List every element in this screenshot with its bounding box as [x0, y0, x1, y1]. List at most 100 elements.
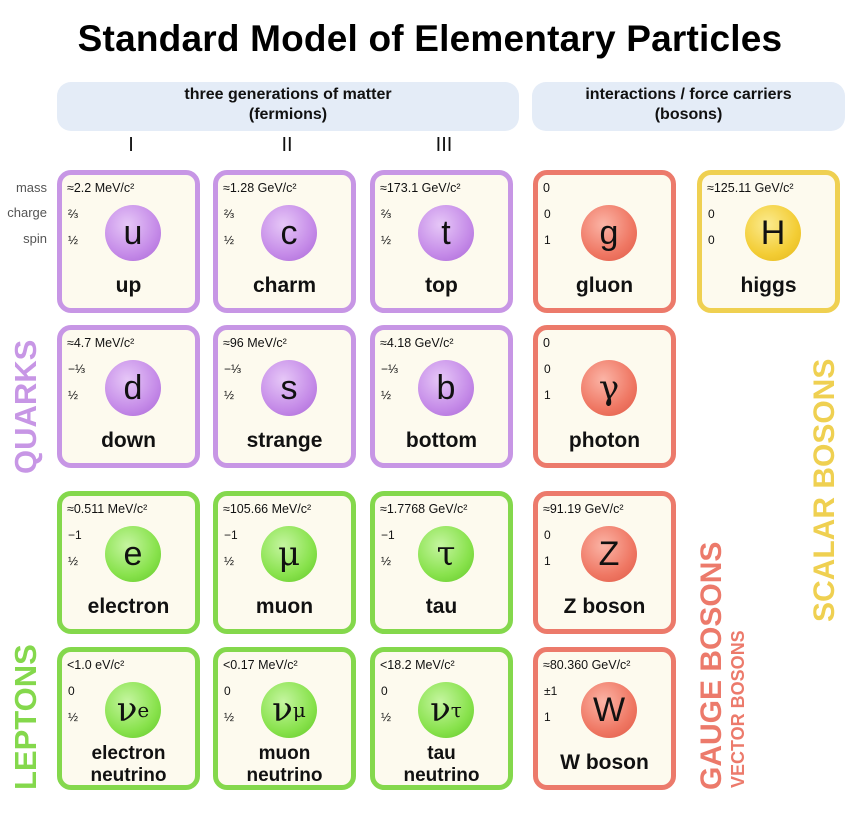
particle-card-strange: ≈96 MeV/c² −⅓ ½ s strange: [213, 325, 356, 468]
spin-value: 1: [544, 710, 551, 724]
particle-symbol: H: [745, 205, 801, 261]
particle-card-charm: ≈1.28 GeV/c² ⅔ ½ c charm: [213, 170, 356, 313]
particle-name-line1: muon: [258, 743, 311, 764]
charge-value: 0: [544, 528, 551, 542]
charge-value: 0: [68, 684, 75, 698]
particle-symbol: e: [105, 526, 161, 582]
particle-name: muon: [255, 595, 314, 618]
spin-value: ½: [224, 388, 235, 402]
mass-row-label: mass: [15, 180, 47, 195]
particle-name-line2: neutrino: [246, 765, 323, 786]
quarks-label: QUARKS: [8, 339, 43, 474]
mass-value: ≈1.7768 GeV/c²: [380, 502, 468, 516]
mass-value: ≈105.66 MeV/c²: [223, 502, 312, 516]
particle-name: charm: [252, 274, 317, 297]
mass-value: ≈4.7 MeV/c²: [67, 336, 135, 350]
particle-name: gluon: [575, 274, 634, 297]
particle-card-muon: ≈105.66 MeV/c² −1 ½ μ muon: [213, 491, 356, 634]
mass-value: ≈4.18 GeV/c²: [380, 336, 454, 350]
symbol-subscript: e: [137, 698, 150, 722]
charge-value: 0: [708, 207, 715, 221]
spin-value: ½: [381, 710, 392, 724]
particle-name-line1: tau: [427, 743, 456, 764]
generation-3-label: III: [435, 134, 453, 156]
particle-symbol: W: [581, 682, 637, 738]
particle-name: down: [101, 429, 156, 452]
particle-name: W boson: [560, 751, 649, 774]
mass-value: ≈1.28 GeV/c²: [223, 181, 297, 195]
particle-name-line1: electron: [91, 743, 166, 764]
charge-value: 0: [381, 684, 388, 698]
page-title: Standard Model of Elementary Particles: [77, 18, 783, 59]
particle-symbol: u: [105, 205, 161, 261]
charge-value: −⅓: [381, 362, 399, 376]
particle-card-w-boson: ≈80.360 GeV/c² ±1 1 W W boson: [533, 647, 676, 790]
particle-symbol: γ: [581, 360, 637, 416]
particle-card-photon: 0 0 1 γ photon: [533, 325, 676, 468]
charge-value: −⅓: [68, 362, 86, 376]
symbol-main: ν: [430, 690, 451, 730]
spin-row-label: spin: [23, 231, 47, 246]
charge-value: −1: [381, 528, 395, 542]
particle-card-gluon: 0 0 1 g gluon: [533, 170, 676, 313]
particle-name: top: [425, 274, 458, 297]
charge-value: ⅔: [224, 207, 235, 221]
charge-value: −1: [224, 528, 238, 542]
particle-card-electron: ≈0.511 MeV/c² −1 ½ e electron: [57, 491, 200, 634]
particle-symbol: b: [418, 360, 474, 416]
scalar-bosons-label: SCALAR BOSONS: [808, 358, 841, 622]
spin-value: ½: [68, 710, 79, 724]
particle-card-bottom: ≈4.18 GeV/c² −⅓ ½ b bottom: [370, 325, 513, 468]
mass-value: ≈80.360 GeV/c²: [543, 658, 631, 672]
spin-value: ½: [224, 710, 235, 724]
charge-value: 0: [224, 684, 231, 698]
charge-value: ⅔: [381, 207, 392, 221]
fermions-header: three generations of matter (fermions): [57, 82, 519, 131]
particle-name: electron: [87, 595, 170, 618]
bosons-header: interactions / force carriers (bosons): [532, 82, 845, 131]
fermions-header-line1: three generations of matter: [184, 86, 392, 103]
spin-value: 0: [708, 233, 715, 247]
spin-value: ½: [224, 554, 235, 568]
vector-bosons-label: VECTOR BOSONS: [728, 630, 748, 788]
mass-value: <0.17 MeV/c²: [223, 658, 298, 672]
spin-value: ½: [68, 233, 79, 247]
particle-symbol: s: [261, 360, 317, 416]
charge-row-label: charge: [7, 205, 47, 220]
mass-value: <18.2 MeV/c²: [380, 658, 455, 672]
charge-value: ⅔: [68, 207, 79, 221]
symbol-main: ν: [116, 690, 138, 730]
mass-value: ≈96 MeV/c²: [223, 336, 287, 350]
spin-value: ½: [68, 388, 79, 402]
particle-symbol: d: [105, 360, 161, 416]
mass-value: <1.0 eV/c²: [67, 658, 125, 672]
mass-value: 0: [543, 181, 550, 195]
particle-name: Z boson: [563, 595, 646, 618]
particle-name-line2: neutrino: [90, 765, 167, 786]
generation-1-label: I: [128, 134, 134, 156]
particle-symbol: g: [581, 205, 637, 261]
particle-card-tau: ≈1.7768 GeV/c² −1 ½ τ tau: [370, 491, 513, 634]
particle-name-line2: neutrino: [403, 765, 480, 786]
particle-card-down: ≈4.7 MeV/c² −⅓ ½ d down: [57, 325, 200, 468]
particle-card-z-boson: ≈91.19 GeV/c² 0 1 Z Z boson: [533, 491, 676, 634]
fermions-header-line2: (fermions): [248, 106, 328, 123]
spin-value: ½: [381, 388, 392, 402]
particle-card-up: ≈2.2 MeV/c² ⅔ ½ u up: [57, 170, 200, 313]
particle-name: up: [115, 274, 142, 297]
bosons-header-line1: interactions / force carriers: [585, 86, 792, 103]
charge-value: −1: [68, 528, 82, 542]
particle-name: higgs: [740, 274, 797, 297]
particle-symbol: μ: [261, 526, 317, 582]
symbol-subscript: τ: [450, 698, 462, 722]
particle-name: strange: [246, 429, 323, 452]
particle-name: muon neutrino: [218, 743, 351, 787]
symbol-main: ν: [272, 690, 293, 730]
bosons-header-line2: (bosons): [654, 106, 723, 123]
symbol-subscript: μ: [292, 698, 306, 722]
leptons-label: LEPTONS: [8, 644, 43, 790]
